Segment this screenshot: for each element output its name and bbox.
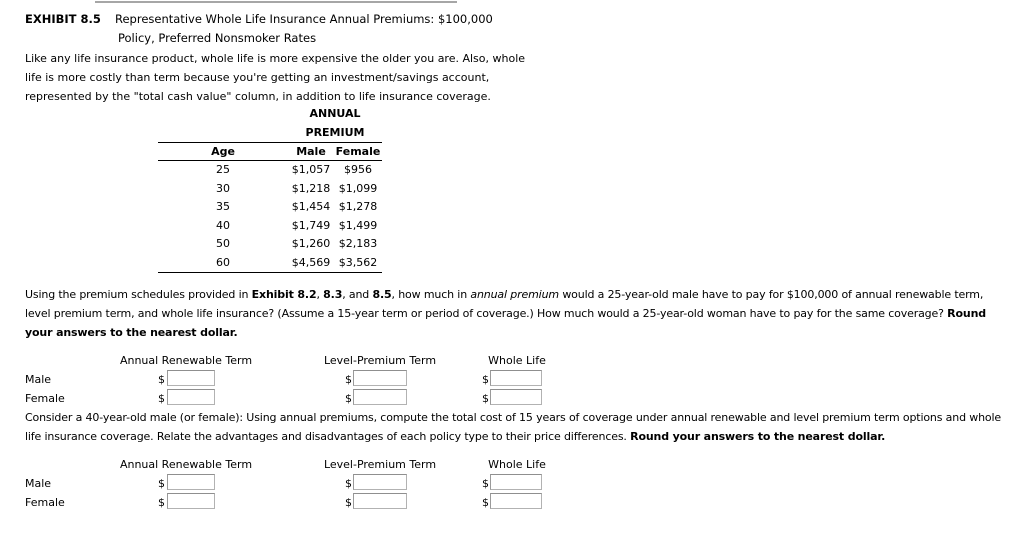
paragraph-line: Consider a 40-year-old male (or female):…: [25, 408, 1001, 427]
text-segment: your answers to the nearest dollar.: [25, 326, 238, 339]
premium-table-cell: $2,183: [338, 237, 378, 250]
answer-input-g2-male-annual-renewable-term[interactable]: [167, 474, 215, 490]
question-2-text: Consider a 40-year-old male (or female):…: [25, 408, 1001, 446]
premium-table-cell: 25: [216, 163, 230, 176]
col-header-male: Male: [288, 142, 334, 161]
premium-table-header-row: Age Male Female: [158, 142, 382, 161]
premium-table-row: 35 $1,454 $1,278: [158, 198, 382, 217]
premium-table-cell: 60: [158, 253, 288, 273]
text-segment: life insurance coverage. Relate the adva…: [25, 430, 631, 443]
exhibit-label: EXHIBIT 8.5: [25, 12, 101, 26]
premium-table-cell: $1,260: [291, 237, 331, 250]
text-segment: , how much in: [391, 288, 471, 301]
premium-table-group-header: ANNUAL PREMIUM: [288, 104, 382, 142]
premium-table-cell: $1,057: [291, 163, 331, 176]
text-segment: ,: [316, 288, 324, 301]
premium-table-cell: $956: [344, 163, 372, 176]
currency-symbol: $: [158, 392, 165, 405]
exhibit-description-line: Like any life insurance product, whole l…: [25, 52, 526, 65]
answer-grid-1: Annual Renewable Term Level-Premium Term W…: [0, 353, 580, 409]
text-segment: , and: [342, 288, 373, 301]
top-divider: [95, 1, 457, 3]
answer-col-header-level-premium-term: Level-Premium Term: [323, 354, 437, 367]
premium-table-cell: 50: [216, 237, 230, 250]
col-header-age: Age: [158, 142, 288, 161]
text-segment: annual premium: [470, 288, 559, 301]
premium-table-row: 60 $4,569 $3,562: [158, 253, 382, 273]
col-header-female: Female: [334, 142, 382, 161]
exhibit-description: Like any life insurance product, whole l…: [25, 49, 525, 106]
currency-symbol: $: [345, 496, 352, 509]
currency-symbol: $: [158, 477, 165, 490]
currency-symbol: $: [158, 496, 165, 509]
paragraph-line: level premium term, and whole life insur…: [25, 304, 986, 323]
answer-input-g2-male-level-premium-term[interactable]: [353, 474, 407, 490]
answer-input-g1-male-level-premium-term[interactable]: [353, 370, 407, 386]
answer-input-g1-female-level-premium-term[interactable]: [353, 389, 407, 405]
answer-input-g1-male-annual-renewable-term[interactable]: [167, 370, 215, 386]
answer-row-label-male: Male: [25, 477, 52, 490]
text-segment: Exhibit 8.2: [251, 288, 317, 301]
answer-col-header-whole-life: Whole Life: [488, 458, 546, 471]
text-segment: level premium term, and whole life insur…: [25, 307, 948, 320]
premium-table-body: 25 $1,057 $956 30 $1,218 $1,099 35 $1,454 $1,278…: [158, 161, 382, 273]
answer-col-header-whole-life: Whole Life: [488, 354, 546, 367]
paragraph-line: your answers to the nearest dollar.: [25, 323, 986, 342]
answer-input-g2-male-whole-life[interactable]: [490, 474, 542, 490]
answer-input-g1-male-whole-life[interactable]: [490, 370, 542, 386]
answer-row-label-female: Female: [25, 392, 65, 405]
answer-input-g2-female-level-premium-term[interactable]: [353, 493, 407, 509]
text-segment: Round your answers to the nearest dollar…: [630, 430, 886, 443]
currency-symbol: $: [345, 477, 352, 490]
text-segment: 8.3: [323, 288, 343, 301]
premium-table-cell: $1,278: [338, 200, 378, 213]
currency-symbol: $: [482, 477, 489, 490]
answer-col-header-annual-renewable-term: Annual Renewable Term: [119, 458, 253, 471]
text-segment: Using the premium schedules provided in: [25, 288, 252, 301]
premium-table: Age Male Female 25 $1,057 $956 30 $1,218 $1,0…: [158, 142, 382, 273]
premium-table-cell: $1,218: [291, 181, 331, 195]
exhibit-title-line1: Representative Whole Life Insurance Annu…: [115, 12, 493, 26]
exhibit-title-line2: Policy, Preferred Nonsmoker Rates: [118, 31, 317, 45]
premium-table-cell: $1,749: [291, 218, 331, 232]
premium-table-cell: $1,099: [338, 181, 378, 195]
answer-col-header-annual-renewable-term: Annual Renewable Term: [119, 354, 253, 367]
answer-input-g1-female-whole-life[interactable]: [490, 389, 542, 405]
answer-grid-2: Annual Renewable Term Level-Premium Term W…: [0, 457, 580, 513]
group-header-annual: ANNUAL: [309, 107, 361, 120]
answer-input-g2-female-annual-renewable-term[interactable]: [167, 493, 215, 509]
answer-input-g2-female-whole-life[interactable]: [490, 493, 542, 509]
premium-table-row: 30 $1,218 $1,099: [158, 180, 382, 199]
text-segment: would a 25-year-old male have to pay for…: [558, 288, 984, 301]
premium-table-cell: 35: [216, 200, 230, 213]
currency-symbol: $: [482, 373, 489, 386]
text-segment: 8.5: [372, 288, 392, 301]
answer-col-header-level-premium-term: Level-Premium Term: [323, 458, 437, 471]
paragraph-line: Using the premium schedules provided in …: [25, 285, 986, 304]
currency-symbol: $: [345, 373, 352, 386]
currency-symbol: $: [482, 392, 489, 405]
text-segment: Round: [947, 307, 986, 320]
answer-row-label-female: Female: [25, 496, 65, 509]
premium-table-row: 40 $1,749 $1,499: [158, 217, 382, 236]
paragraph-line: life insurance coverage. Relate the adva…: [25, 427, 1001, 446]
premium-table-cell: $4,569: [288, 253, 334, 273]
premium-table-cell: $1,454: [291, 200, 331, 213]
exhibit-description-line: life is more costly than term because yo…: [25, 71, 490, 84]
answer-input-g1-female-annual-renewable-term[interactable]: [167, 389, 215, 405]
premium-table-row: 50 $1,260 $2,183: [158, 235, 382, 254]
question-1-text: Using the premium schedules provided in …: [25, 285, 986, 342]
currency-symbol: $: [345, 392, 352, 405]
exhibit-description-line: represented by the "total cash value" co…: [25, 90, 491, 103]
text-segment: Consider a 40-year-old male (or female):…: [25, 411, 1002, 424]
premium-table-cell: 30: [216, 181, 230, 195]
premium-table-cell: 40: [216, 218, 230, 232]
premium-table-row: 25 $1,057 $956: [158, 161, 382, 180]
premium-table-cell: $3,562: [334, 253, 382, 273]
premium-table-cell: $1,499: [338, 218, 378, 232]
answer-row-label-male: Male: [25, 373, 52, 386]
currency-symbol: $: [158, 373, 165, 386]
group-header-premium: PREMIUM: [305, 126, 365, 139]
currency-symbol: $: [482, 496, 489, 509]
